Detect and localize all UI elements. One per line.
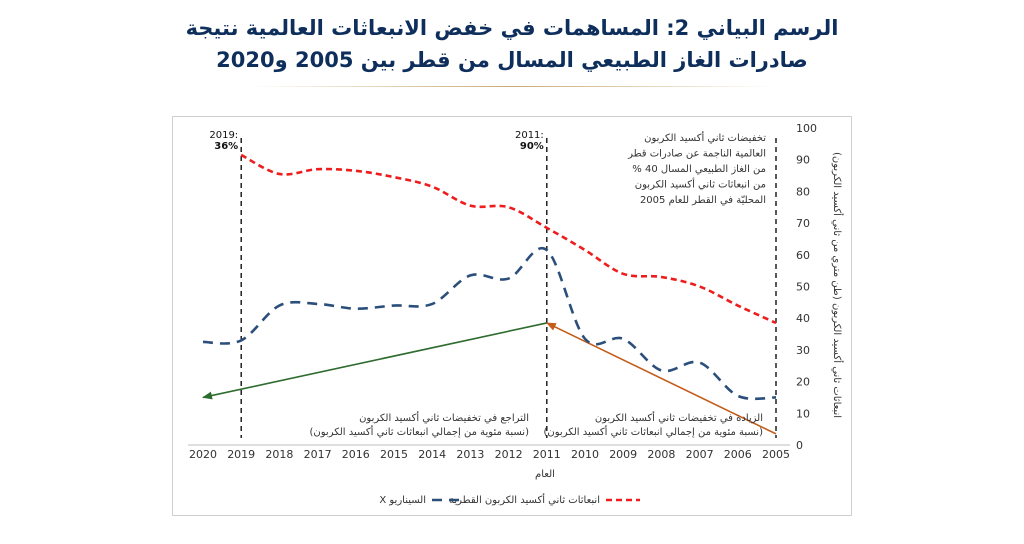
x-tick-label: 2012 bbox=[495, 448, 523, 461]
x-tick-label: 2015 bbox=[380, 448, 408, 461]
annotations: تخفيضات ثاني أكسيد الكربون العالمية الناج… bbox=[310, 131, 767, 438]
y-axis-title: انبعاثات ثاني أكسيد الكربون (طن متري من … bbox=[831, 152, 844, 418]
x-tick-label: 2007 bbox=[686, 448, 714, 461]
y-tick-label: 50 bbox=[796, 281, 810, 294]
marker-value-label: 36% bbox=[214, 141, 238, 152]
annotation-increase: الزيادة في تخفيضات ثاني أكسيد الكربون bbox=[595, 411, 763, 424]
x-tick-label: 2018 bbox=[265, 448, 293, 461]
arrows bbox=[202, 322, 777, 435]
x-tick-label: 2005 bbox=[762, 448, 790, 461]
green-arrow bbox=[202, 322, 547, 400]
x-tick-label: 2017 bbox=[304, 448, 332, 461]
chart-frame bbox=[172, 116, 852, 516]
annotation-global-reductions: تخفيضات ثاني أكسيد الكربون bbox=[644, 131, 766, 144]
vertical-markers: 2019:36% 2011:90% bbox=[209, 130, 777, 438]
annotation-global-reductions: من انبعاثات ثاني أكسيد الكربون bbox=[635, 178, 766, 191]
annotation-decline: (نسبة مئوية من إجمالي انبعاثات ثاني أكسي… bbox=[310, 425, 530, 438]
x-tick-label: 2013 bbox=[456, 448, 484, 461]
legend-label-scenario-x: السيناريو X bbox=[379, 495, 426, 506]
marker-year-label: 2019: bbox=[209, 130, 238, 141]
annotation-global-reductions: من الغاز الطبيعي المسال 40 % bbox=[632, 164, 766, 175]
marker-value-label: 90% bbox=[520, 141, 544, 152]
y-tick-label: 0 bbox=[796, 439, 803, 452]
y-tick-label: 90 bbox=[796, 154, 810, 167]
y-tick-label: 100 bbox=[796, 122, 817, 135]
y-tick-label: 30 bbox=[796, 344, 810, 357]
y-tick-label: 60 bbox=[796, 249, 810, 262]
x-tick-label: 2009 bbox=[609, 448, 637, 461]
x-tick-label: 2014 bbox=[418, 448, 446, 461]
legend: انبعاثات ثاني أكسيد الكربون القطرية السين… bbox=[379, 493, 640, 506]
legend-label-qatar-emissions: انبعاثات ثاني أكسيد الكربون القطرية bbox=[449, 493, 600, 506]
annotation-global-reductions: المحليّة في القطر للعام 2005 bbox=[640, 195, 766, 206]
chart-title-line1: الرسم البياني 2: المساهمات في خفض الانبع… bbox=[185, 16, 839, 40]
y-tick-label: 10 bbox=[796, 407, 810, 420]
x-tick-label: 2010 bbox=[571, 448, 599, 461]
x-tick-label: 2008 bbox=[647, 448, 675, 461]
series-line-scenario-x bbox=[202, 246, 777, 401]
axes: 2020 2019 2018 2017 2016 2015 2014 2013 2012 2011… bbox=[188, 122, 844, 480]
annotation-decline: التراجع في تخفيضات ثاني أكسيد الكربون bbox=[359, 411, 529, 424]
chart-title-line2: صادرات الغاز الطبيعي المسال من قطر بين 2… bbox=[216, 48, 808, 72]
y-tick-label: 40 bbox=[796, 312, 810, 325]
y-tick-label: 70 bbox=[796, 217, 810, 230]
series-line-qatar-emissions bbox=[240, 153, 777, 325]
x-tick-label: 2016 bbox=[342, 448, 370, 461]
x-tick-label: 2006 bbox=[724, 448, 752, 461]
annotation-increase: (نسبة مئوية من إجمالي انبعاثات ثاني أكسي… bbox=[544, 425, 764, 438]
x-tick-label: 2019 bbox=[227, 448, 255, 461]
series-lines bbox=[202, 153, 777, 401]
y-tick-label: 20 bbox=[796, 376, 810, 389]
orange-arrow bbox=[545, 322, 777, 435]
y-tick-label: 80 bbox=[796, 185, 810, 198]
x-tick-label: 2011 bbox=[533, 448, 561, 461]
marker-year-label: 2011: bbox=[515, 130, 544, 141]
title-divider bbox=[250, 86, 774, 87]
x-axis-title: العام bbox=[535, 469, 555, 480]
x-tick-label: 2020 bbox=[189, 448, 217, 461]
annotation-global-reductions: العالمية الناجمة عن صادرات قطر bbox=[627, 149, 766, 160]
